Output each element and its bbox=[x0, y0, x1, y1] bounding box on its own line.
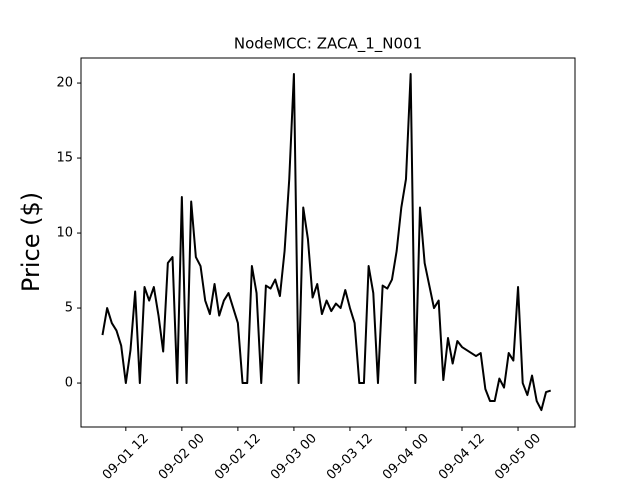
y-tick-label: 0 bbox=[65, 376, 73, 391]
plot-frame bbox=[80, 57, 576, 428]
y-axis-label: Price ($) bbox=[17, 192, 45, 292]
price-line bbox=[101, 73, 552, 412]
y-tick-label: 15 bbox=[56, 151, 73, 166]
chart-title: NodeMCC: ZACA_1_N001 bbox=[234, 35, 422, 54]
y-tick-label: 20 bbox=[56, 76, 73, 91]
y-tick-label: 10 bbox=[56, 226, 73, 241]
y-tick-label: 5 bbox=[65, 301, 73, 316]
